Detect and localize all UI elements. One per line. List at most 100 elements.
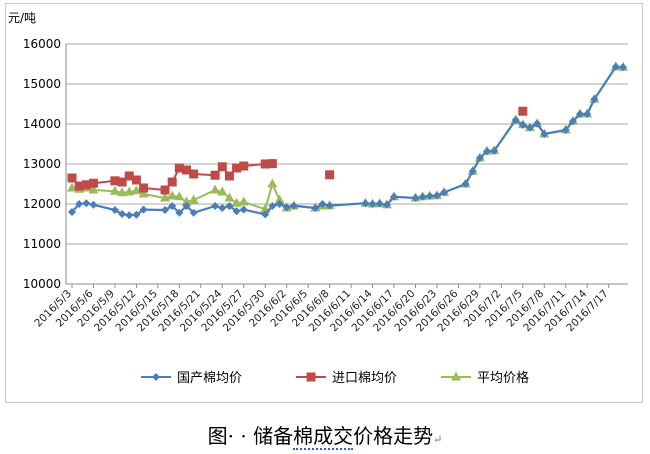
data-point: [511, 116, 520, 124]
y-tick-label: 11000: [23, 237, 61, 251]
y-tick-label: 13000: [23, 157, 61, 171]
data-point: [110, 206, 119, 214]
data-point: [440, 188, 449, 197]
data-point: [167, 190, 178, 200]
legend-item: 平均价格: [441, 370, 529, 386]
gridlines: [66, 43, 628, 245]
data-point: [311, 204, 320, 212]
axes: [65, 44, 628, 288]
legend-marker: [306, 372, 316, 382]
data-point: [239, 205, 248, 214]
data-point: [274, 194, 285, 204]
data-point: [325, 201, 334, 210]
data-point: [483, 147, 492, 156]
data-point: [568, 117, 577, 126]
data-point: [490, 146, 499, 155]
data-point: [218, 204, 227, 212]
data-point: [175, 208, 184, 217]
data-point: [461, 180, 470, 188]
data-point: [260, 159, 270, 169]
data-point: [576, 110, 585, 118]
data-point: [181, 165, 191, 175]
series-lines: [67, 61, 628, 220]
caption-prefix: 图· ·: [207, 424, 254, 448]
y-tick-label: 14000: [23, 117, 61, 131]
data-point: [318, 200, 327, 208]
y-tick-label: 15000: [23, 77, 61, 91]
data-point: [267, 178, 278, 188]
y-tick-label: 12000: [23, 197, 61, 211]
data-point: [188, 194, 199, 204]
series-line: [71, 65, 624, 217]
x-tick-labels: 2016/5/32016/5/62016/5/92016/5/122016/5/…: [32, 287, 611, 334]
data-point: [125, 211, 134, 220]
data-point: [139, 205, 148, 214]
series-line: [71, 65, 624, 211]
chart-frame: 元/吨 10000 11000 12000 13000 14000 15000 16000 …: [5, 3, 643, 403]
data-point: [89, 200, 98, 209]
data-point: [168, 202, 177, 210]
data-point: [418, 192, 427, 201]
data-point: [189, 169, 199, 179]
data-point: [289, 201, 298, 210]
data-point: [82, 199, 91, 208]
figure-caption: 图· · 储备棉成交价格走势↵: [0, 420, 650, 450]
data-point: [583, 110, 592, 118]
data-point: [117, 187, 128, 197]
data-point: [361, 199, 370, 208]
data-point: [475, 154, 484, 162]
data-point: [268, 202, 277, 210]
data-point: [232, 207, 241, 216]
data-point: [275, 200, 284, 208]
legend-item: 进口棉均价: [296, 371, 397, 386]
price-trend-chart: 元/吨 10000110001200013000140001500016000 …: [8, 11, 628, 386]
data-point: [88, 178, 98, 188]
data-point: [160, 185, 170, 195]
data-point: [282, 203, 291, 212]
data-point: [110, 176, 120, 186]
data-point: [411, 194, 420, 202]
data-point: [131, 175, 141, 185]
data-point: [225, 202, 234, 210]
data-point: [131, 185, 142, 195]
data-point: [189, 208, 198, 217]
y-tick-label: 10000: [23, 277, 61, 291]
data-point: [390, 192, 399, 201]
y-tick-label: 16000: [23, 37, 61, 51]
data-point: [325, 170, 335, 180]
data-point: [67, 182, 77, 192]
legend-label: 平均价格: [477, 370, 529, 386]
data-point: [217, 162, 227, 172]
data-point: [368, 200, 377, 208]
data-point: [124, 171, 134, 181]
data-point: [167, 177, 177, 187]
data-point: [432, 191, 441, 200]
data-point: [182, 202, 191, 210]
data-point: [81, 180, 91, 190]
data-point: [109, 185, 120, 195]
data-point: [540, 130, 549, 138]
data-point: [174, 163, 184, 173]
data-point: [139, 183, 149, 193]
data-point: [74, 181, 84, 191]
data-point: [224, 171, 234, 181]
data-point: [124, 186, 135, 196]
data-point: [238, 196, 249, 206]
data-point: [132, 210, 141, 219]
y-tick-labels: 10000 11000 12000 13000 14000 15000 16000: [23, 37, 61, 291]
data-point: [118, 210, 127, 218]
data-point: [67, 173, 77, 183]
data-point: [382, 200, 391, 209]
data-point: [117, 177, 127, 187]
legend-marker: [152, 373, 160, 381]
legend-marker: [451, 371, 461, 381]
caption-text-2: 价格走势: [353, 424, 434, 448]
data-point: [88, 184, 99, 194]
data-point: [210, 184, 221, 194]
series-2: [67, 106, 528, 195]
legend-label: 国产棉均价: [177, 371, 242, 386]
caption-text-1: 储备: [253, 424, 294, 448]
series-1: [68, 62, 627, 220]
data-point: [375, 199, 384, 208]
data-point: [561, 126, 570, 134]
